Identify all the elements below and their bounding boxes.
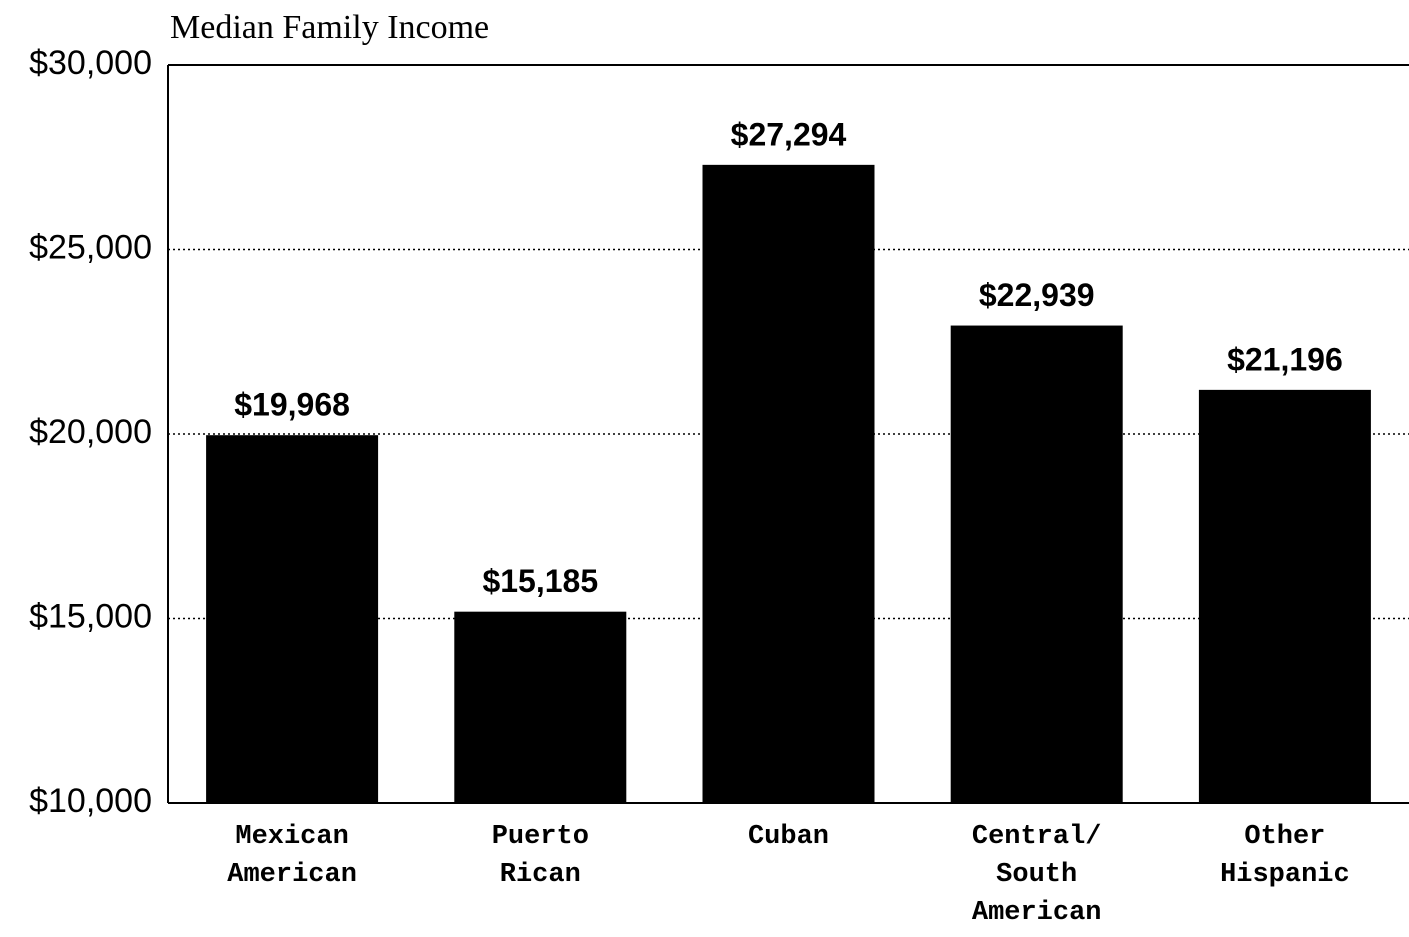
- value-label: $15,185: [482, 563, 598, 599]
- x-tick-label: Mexican American: [227, 822, 357, 890]
- y-tick-label: $20,000: [29, 413, 152, 451]
- x-tick-label: Cuban: [747, 822, 829, 852]
- x-tick-label: Central/ South American: [971, 822, 1102, 928]
- x-tick-label: Puerto Rican: [491, 822, 589, 890]
- y-tick-label: $25,000: [29, 228, 152, 266]
- y-tick-label: $10,000: [29, 782, 152, 820]
- value-label: $21,196: [1227, 341, 1343, 377]
- chart-title: Median Family Income: [170, 9, 489, 46]
- bar: [702, 164, 875, 804]
- bar: [950, 325, 1123, 803]
- bar: [206, 435, 379, 803]
- value-label: $22,939: [979, 277, 1095, 313]
- bar: [1198, 389, 1371, 803]
- bar: [454, 611, 627, 803]
- x-tick-label: Other Hispanic: [1220, 822, 1350, 890]
- value-label: $27,294: [731, 116, 847, 152]
- value-label: $19,968: [234, 387, 350, 423]
- y-tick-label: $30,000: [29, 44, 152, 82]
- y-tick-label: $15,000: [29, 597, 152, 635]
